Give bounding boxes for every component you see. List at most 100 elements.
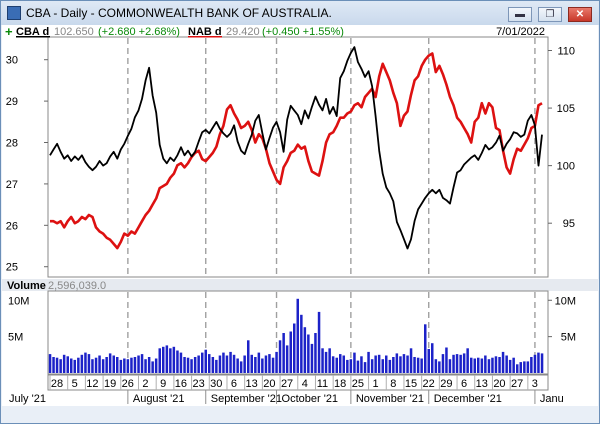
volume-bar (508, 359, 512, 373)
volume-bar (339, 354, 342, 373)
volume-bar (501, 351, 505, 373)
volume-value: 2,596,039.0 (48, 280, 106, 292)
volume-bar (424, 324, 427, 373)
title-bar[interactable]: CBA - Daily - COMMONWEALTH BANK OF AUSTR… (1, 1, 599, 25)
nab-legend-swatch (188, 36, 222, 38)
volume-bar (526, 361, 530, 373)
volume-bar (271, 357, 275, 373)
volume-bar (416, 357, 420, 373)
volume-bar (218, 355, 222, 373)
right-axis: 95 100 105 110 (548, 46, 575, 230)
month-tick-label: August '21 (133, 393, 185, 405)
volume-bar (108, 353, 112, 373)
volume-bar (331, 356, 335, 373)
volume-bar (158, 348, 161, 373)
volume-bar (335, 357, 338, 373)
cba-legend-value: 102.650 (54, 26, 94, 38)
chart-area: 25 26 27 28 29 30 95 100 105 110 + CBA d 102.650… (2, 24, 598, 422)
volume-bar (282, 333, 285, 373)
volume-bar (105, 357, 108, 373)
volume-bar (420, 358, 423, 373)
volume-bar (377, 354, 381, 373)
volume-bar (204, 349, 207, 373)
volume-left-tick-label: 10M (8, 295, 29, 307)
close-button[interactable]: ✕ (568, 7, 592, 22)
volume-bar (427, 349, 430, 373)
volume-bar (487, 359, 491, 373)
nab-legend-change: (+0.450 +1.55%) (262, 26, 344, 38)
volume-bar (385, 355, 388, 373)
volume-bar (370, 359, 374, 373)
volume-bar (55, 357, 59, 373)
volume-bar (303, 327, 307, 373)
day-tick-label: 6 (231, 378, 237, 390)
volume-bar (523, 361, 526, 373)
volume-bar (328, 348, 331, 373)
minimize-button[interactable]: ▬ (508, 7, 532, 22)
volume-bar (183, 357, 186, 373)
price-legend: + CBA d 102.650 (+2.680 +2.68%) NAB d 29… (5, 24, 545, 39)
volume-bar (293, 323, 296, 373)
day-tick-label: 27 (511, 378, 523, 390)
volume-bar (399, 356, 402, 373)
volume-bar (540, 353, 544, 373)
volume-bar (310, 343, 314, 373)
volume-bar (147, 357, 151, 373)
volume-bar (346, 359, 349, 373)
volume-bar (215, 359, 218, 373)
volume-bar (314, 333, 317, 373)
volume-bar (356, 360, 360, 373)
volume-bar (519, 362, 522, 373)
volume-bar (300, 314, 303, 373)
volume-bar (236, 358, 239, 373)
day-tick-label: 25 (352, 378, 364, 390)
day-tick-label: 26 (122, 378, 134, 390)
right-tick-label: 105 (557, 103, 575, 115)
day-tick-label: 28 (51, 378, 63, 390)
volume-label: Volume (7, 280, 46, 292)
restore-button[interactable]: ❐ (538, 7, 562, 22)
volume-bar (505, 355, 508, 373)
cba-legend-label: CBA d (16, 26, 49, 38)
volume-bar (285, 345, 289, 373)
volume-bar (66, 356, 69, 373)
volume-bar (80, 354, 84, 373)
volume-bar (261, 358, 264, 373)
day-tick-label: 15 (405, 378, 417, 390)
cba-legend-change: (+2.680 +2.68%) (98, 26, 180, 38)
day-tick-label: 6 (461, 378, 467, 390)
volume-bar (264, 355, 268, 373)
volume-bar (431, 343, 434, 373)
day-tick-label: 1 (372, 378, 378, 390)
volume-bar (208, 354, 211, 373)
volume-bar (473, 358, 476, 373)
day-tick-label: 12 (86, 378, 98, 390)
volume-bar (278, 340, 282, 373)
volume-bar (165, 345, 169, 373)
day-tick-label: 11 (317, 378, 328, 390)
right-tick-label: 95 (563, 218, 575, 230)
volume-bar (211, 357, 215, 373)
add-icon[interactable]: + (5, 24, 13, 39)
status-strip (2, 406, 598, 422)
volume-bar (275, 351, 278, 373)
cba-legend-swatch (16, 36, 50, 38)
month-tick-label: October '21 (282, 393, 339, 405)
day-tick-label: 30 (210, 378, 222, 390)
volume-header-bar (2, 279, 598, 291)
volume-bar (162, 346, 165, 373)
day-tick-label: 2 (142, 378, 148, 390)
volume-bar (452, 354, 455, 373)
volume-bar (243, 355, 246, 373)
volume-bar (254, 357, 257, 373)
volume-bar (445, 347, 448, 373)
volume-bar (374, 355, 377, 373)
right-tick-label: 100 (557, 161, 575, 173)
volume-bar (87, 354, 91, 373)
volume-axis: 5M 5M 10M 10M (8, 295, 576, 343)
volume-bar (512, 357, 515, 373)
volume-bar (289, 331, 292, 373)
right-tick-label: 110 (557, 46, 575, 58)
volume-bar (498, 357, 501, 373)
